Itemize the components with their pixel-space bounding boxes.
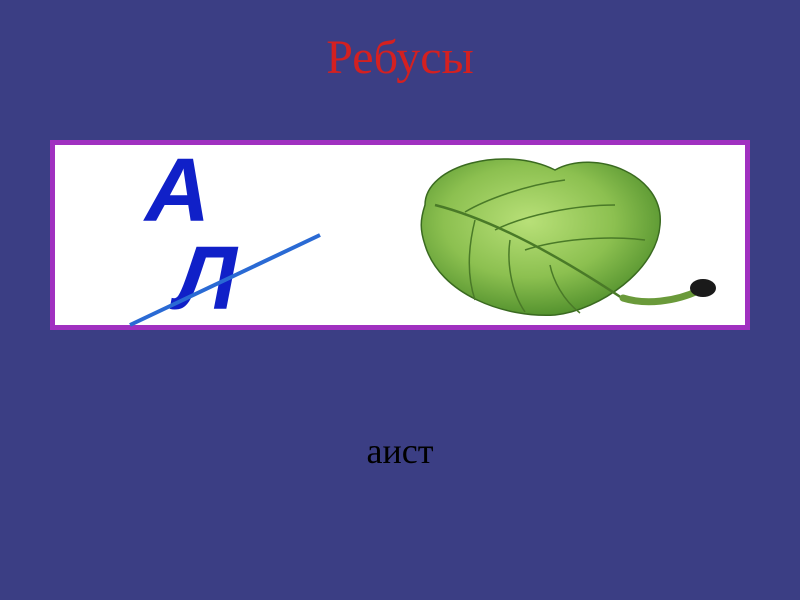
letter-group: А Л	[145, 150, 305, 320]
letter-l-crossed: Л	[175, 228, 237, 331]
slide: Ребусы А Л	[0, 0, 800, 600]
leaf-icon	[365, 150, 725, 325]
answer-text: аист	[0, 430, 800, 472]
slide-title: Ребусы	[0, 30, 800, 85]
rebus-panel: А Л	[50, 140, 750, 330]
